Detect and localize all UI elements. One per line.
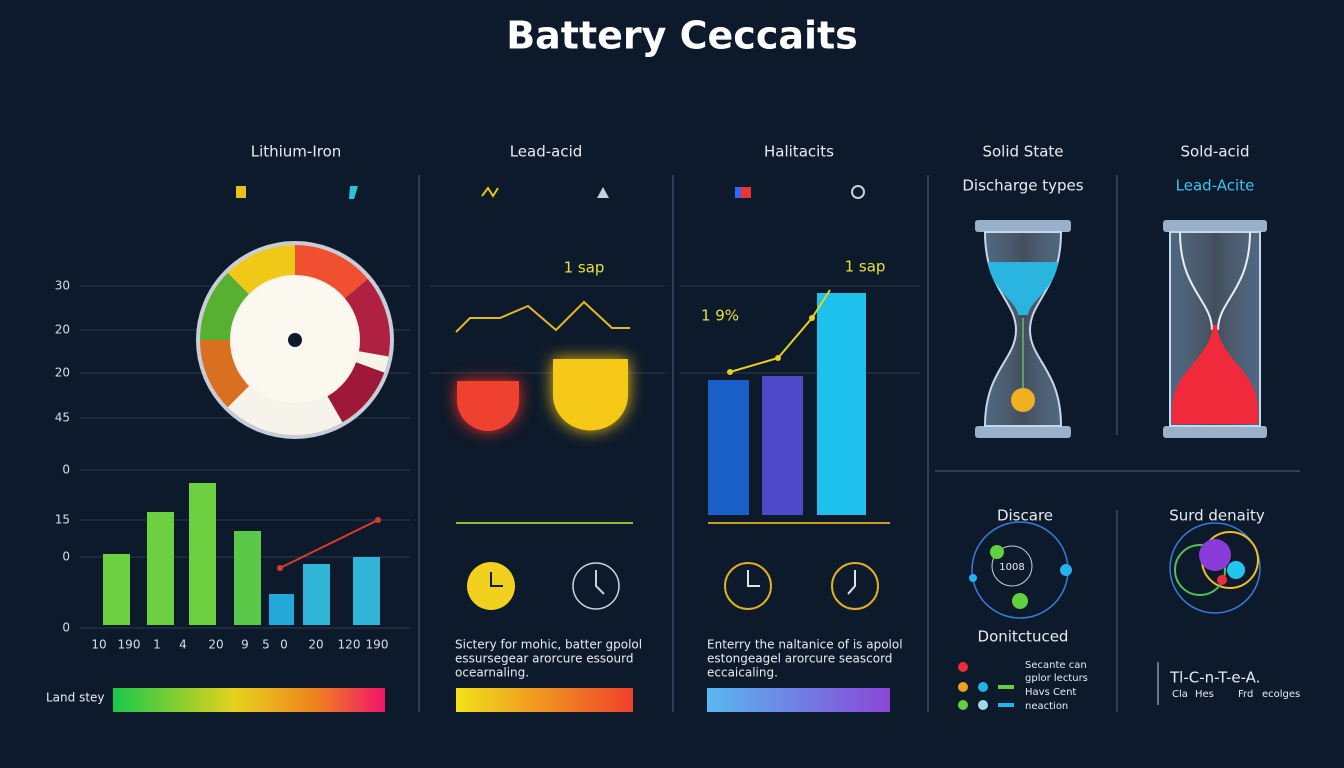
subhead: Discharge types xyxy=(962,177,1083,195)
x-label: 120 xyxy=(338,638,361,652)
y-label: 45 xyxy=(55,411,70,425)
middle-panel: 1 sap xyxy=(455,259,633,712)
legend-text: neaction xyxy=(1025,701,1068,712)
y-label: 30 xyxy=(55,279,70,293)
x-label: 9 xyxy=(241,638,249,652)
annotation: 1 9% xyxy=(701,307,739,325)
node-label: 1008 xyxy=(999,562,1024,573)
title: Battery Ceccaits xyxy=(506,14,858,58)
x-label: 20 xyxy=(208,638,223,652)
panel-title: Solid State xyxy=(982,143,1063,161)
y-label: 0 xyxy=(62,463,70,477)
y-label: 20 xyxy=(55,323,70,337)
code-sub: Hes xyxy=(1195,689,1214,700)
dividers xyxy=(418,175,1300,712)
annotation: 1 sap xyxy=(564,259,605,277)
code-sub: Frd xyxy=(1238,689,1253,700)
gauge xyxy=(196,241,394,439)
legend-text: Secante can xyxy=(1025,660,1087,671)
hourglasses xyxy=(975,220,1267,438)
heading: Discare xyxy=(997,507,1053,525)
code-sub: Cla xyxy=(1172,689,1188,700)
x-labels: 10 190 1 4 20 9 5 0 20 120 190 xyxy=(91,638,388,652)
panel-title: Lead-acid xyxy=(510,143,583,161)
annotation: 1 sap xyxy=(845,258,886,276)
panel-title: Halitacits xyxy=(764,143,834,161)
label: Land stey xyxy=(46,691,105,705)
paragraph: Enterry the naltanice of is apolol xyxy=(707,638,903,652)
heading: Donitctuced xyxy=(978,628,1069,646)
code-sub: ecolges xyxy=(1262,689,1300,700)
bottom-right: Discare Surd denaity 1008 Donitctuced Se… xyxy=(958,507,1300,712)
bars-left xyxy=(103,483,381,625)
y-label: 20 xyxy=(55,366,70,380)
panel-title: Lithium-Iron xyxy=(251,143,342,161)
legend-text: gplor lecturs xyxy=(1025,673,1088,684)
y-label: 15 xyxy=(55,513,70,527)
y-labels: 30 20 20 45 0 15 0 0 xyxy=(55,279,70,635)
x-label: 5 xyxy=(262,638,270,652)
subhead: Lead-Acite xyxy=(1176,177,1255,195)
y-label: 0 xyxy=(62,621,70,635)
paragraph: eccaicaling. xyxy=(707,666,778,680)
third-panel: 1 sap 1 9% xyxy=(701,258,890,712)
x-label: 190 xyxy=(118,638,141,652)
icons xyxy=(236,185,865,199)
x-label: 10 xyxy=(91,638,106,652)
gradient-bar xyxy=(113,688,385,712)
paragraph: ocearnaling. xyxy=(455,666,529,680)
x-label: 4 xyxy=(179,638,187,652)
panel-title: Sold-acid xyxy=(1181,143,1250,161)
code: Tl-C-n-T-e-A. xyxy=(1169,669,1260,687)
x-label: 0 xyxy=(280,638,288,652)
x-label: 20 xyxy=(308,638,323,652)
paragraph: Sictery for mohic, batter gpolol xyxy=(455,638,642,652)
legend-text: Havs Cent xyxy=(1025,687,1076,698)
y-label: 0 xyxy=(62,550,70,564)
x-label: 190 xyxy=(366,638,389,652)
paragraph: essursegear arorcure essourd xyxy=(455,652,633,666)
x-label: 1 xyxy=(153,638,161,652)
heading: Surd denaity xyxy=(1169,507,1265,525)
paragraph: estongeagel arorcure seascord xyxy=(707,652,892,666)
